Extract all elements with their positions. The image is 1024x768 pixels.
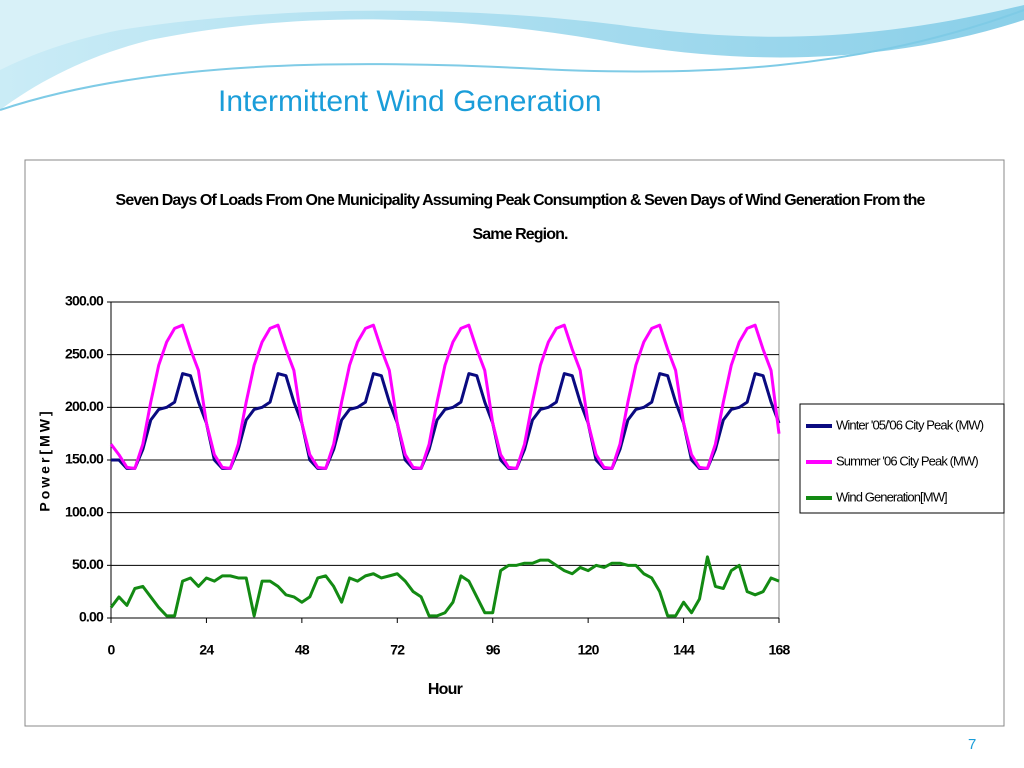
y-tick-label: 150.00 — [65, 451, 104, 467]
x-tick-label: 48 — [295, 642, 310, 658]
x-axis-label: Hour — [428, 681, 463, 698]
y-tick-label: 100.00 — [65, 503, 104, 519]
legend-label: Wind Generation[MW] — [836, 489, 947, 504]
wave-line — [0, 9, 1024, 111]
x-tick-label: 144 — [673, 642, 695, 658]
x-tick-label: 96 — [486, 642, 501, 658]
series-line — [109, 555, 780, 618]
chart-title: Seven Days Of Loads From One Municipalit… — [115, 192, 926, 243]
wave — [0, 0, 1024, 70]
x-tick-label: 168 — [769, 642, 791, 658]
y-axis-label: Power[MW] — [37, 408, 53, 511]
x-tick-label: 72 — [390, 642, 405, 658]
y-tick-label: 300.00 — [65, 293, 104, 309]
x-tick-label: 0 — [108, 642, 116, 658]
y-tick-label: 50.00 — [72, 556, 104, 572]
y-tick-label: 250.00 — [65, 345, 104, 361]
page-number: 7 — [968, 736, 976, 753]
slide-title: Intermittent Wind Generation — [218, 85, 602, 118]
y-tick-label: 200.00 — [65, 398, 104, 414]
y-tick-label: 0.00 — [79, 609, 104, 625]
series-line — [109, 323, 781, 470]
x-tick-label: 120 — [578, 642, 600, 658]
legend-label: Winter '05/'06 City Peak (MW) — [836, 417, 984, 432]
legend-box — [799, 403, 1005, 514]
x-tick-label: 24 — [199, 642, 214, 658]
legend-label: Summer '06 City Peak (MW) — [836, 453, 978, 468]
